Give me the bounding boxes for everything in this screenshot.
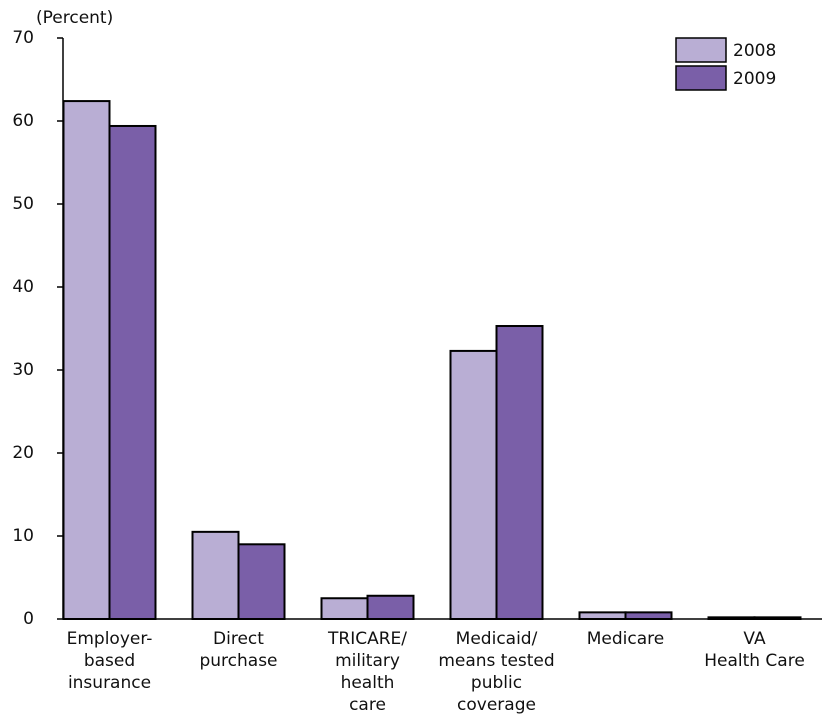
x-tick-label: military: [335, 651, 400, 671]
y-axis-label: (Percent): [36, 8, 113, 28]
y-tick-label: 60: [12, 111, 34, 131]
bar: [62, 100, 111, 620]
bar: [449, 349, 498, 620]
bar: [320, 597, 369, 620]
x-tick-label: Medicaid/: [456, 629, 538, 649]
y-tick-label: 30: [12, 360, 34, 380]
x-tick-label: insurance: [68, 673, 151, 693]
bar: [191, 530, 240, 620]
legend-swatch: [675, 65, 727, 91]
x-tick-label: public: [471, 673, 522, 693]
y-tick-label: 50: [12, 194, 34, 214]
bar: [237, 543, 286, 620]
x-tick-label: coverage: [457, 695, 536, 715]
x-tick-label: purchase: [199, 651, 277, 671]
bar: [495, 325, 544, 620]
x-tick-label: health: [341, 673, 395, 693]
y-tick-label: 10: [12, 526, 34, 546]
x-tick-label: VA: [743, 629, 766, 649]
x-tick-label: TRICARE/: [327, 629, 407, 649]
x-tick-label: Direct: [213, 629, 264, 649]
bar: [366, 594, 415, 621]
x-tick-label: Medicare: [587, 629, 664, 649]
x-tick-label: Employer-: [67, 629, 153, 649]
bar: [624, 611, 673, 620]
bar: [578, 611, 627, 620]
x-tick-label: based: [84, 651, 135, 671]
legend-label: 2008: [733, 41, 776, 61]
x-tick-label: means tested: [438, 651, 554, 671]
x-tick-label: care: [349, 695, 386, 715]
y-tick-label: 0: [23, 609, 34, 629]
y-tick-label: 40: [12, 277, 34, 297]
x-tick-label: Health Care: [704, 651, 805, 671]
y-tick-label: 20: [12, 443, 34, 463]
legend-label: 2009: [733, 69, 776, 89]
legend-swatch: [675, 37, 727, 63]
y-tick-label: 70: [12, 28, 34, 48]
bar: [108, 124, 157, 620]
